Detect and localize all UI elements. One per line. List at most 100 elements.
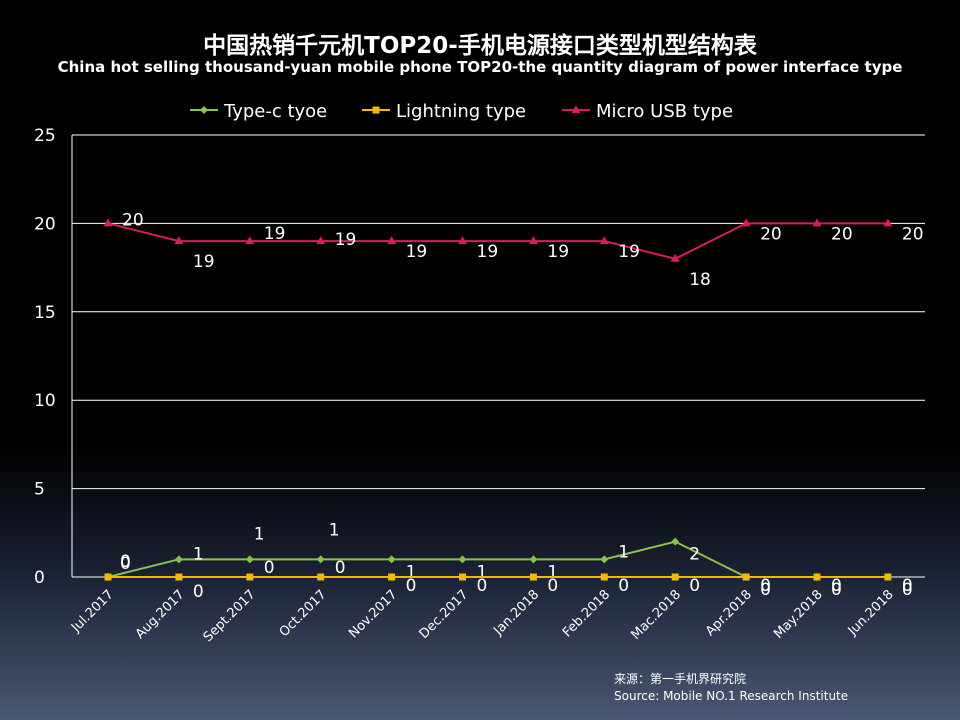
data-point <box>528 236 538 245</box>
x-tick-label: Nov.2017 <box>346 587 400 641</box>
data-point <box>600 573 608 581</box>
source-note: 来源：第一手机界研究院 Source: Mobile NO.1 Research… <box>614 671 848 705</box>
source-line-en: Source: Mobile NO.1 Research Institute <box>614 689 849 703</box>
data-label: 0 <box>547 576 558 596</box>
data-point <box>246 573 254 581</box>
legend-label: Micro USB type <box>596 101 733 122</box>
x-tick-label: Jan.2018 <box>490 587 542 639</box>
data-point <box>742 573 750 581</box>
data-label: 18 <box>689 270 711 290</box>
chart-title: 中国热销千元机TOP20-手机电源接口类型机型结构表 <box>203 33 757 59</box>
data-point <box>388 573 396 581</box>
data-label: 19 <box>335 230 357 250</box>
x-tick-label: Mac.2018 <box>628 587 684 643</box>
data-point <box>813 573 821 581</box>
data-label: 19 <box>477 242 499 262</box>
data-label: 0 <box>264 558 275 578</box>
data-point <box>884 573 892 581</box>
data-point <box>529 555 538 564</box>
data-label: 19 <box>193 252 215 272</box>
series-line <box>107 222 888 260</box>
data-label: 0 <box>406 576 417 596</box>
data-point <box>670 253 680 262</box>
x-tick-label: May.2018 <box>771 587 826 642</box>
data-point <box>600 555 609 564</box>
data-point <box>671 573 679 581</box>
data-point <box>317 573 325 581</box>
data-label: 0 <box>760 580 771 600</box>
data-label: 1 <box>477 562 488 582</box>
data-point <box>671 537 680 546</box>
data-label: 0 <box>831 576 842 596</box>
data-label: 20 <box>831 224 853 244</box>
data-point <box>245 236 255 245</box>
y-tick-label: 5 <box>34 480 45 500</box>
data-label: 0 <box>120 554 131 574</box>
x-tick-label: Jun.2018 <box>845 587 897 639</box>
y-tick-label: 15 <box>34 303 56 323</box>
data-label: 19 <box>547 242 569 262</box>
data-label: 1 <box>254 524 265 544</box>
data-label: 1 <box>618 542 629 562</box>
data-point <box>529 573 537 581</box>
data-label: 19 <box>618 242 640 262</box>
source-line-cn: 来源：第一手机界研究院 <box>614 672 747 686</box>
data-point <box>104 573 112 581</box>
data-label: 0 <box>831 580 842 600</box>
data-point <box>174 236 184 245</box>
data-label: 0 <box>193 582 204 602</box>
y-tick-label: 0 <box>34 568 45 588</box>
data-point <box>200 106 208 114</box>
legend-label: Type-c tyoe <box>223 101 327 122</box>
data-point <box>458 555 467 564</box>
x-tick-label: Jul.2017 <box>68 587 117 636</box>
data-label: 1 <box>329 520 340 540</box>
data-point <box>459 573 466 581</box>
data-point <box>812 218 822 227</box>
y-tick-label: 25 <box>34 126 56 146</box>
data-label: 20 <box>760 224 782 244</box>
y-tick-label: 20 <box>34 214 56 234</box>
data-label: 19 <box>406 242 428 262</box>
x-tick-label: Feb.2018 <box>560 587 613 640</box>
data-point <box>175 573 183 581</box>
data-point <box>883 218 893 227</box>
data-point <box>387 236 397 245</box>
data-point <box>103 218 113 227</box>
data-label: 1 <box>547 562 558 582</box>
data-label: 0 <box>760 576 771 596</box>
x-tick-label: Sept.2017 <box>201 587 259 645</box>
data-point <box>571 105 581 113</box>
data-label: 19 <box>264 224 286 244</box>
x-tick-label: Aug.2017 <box>133 587 188 642</box>
data-label: 0 <box>689 576 700 596</box>
data-label: 20 <box>122 210 144 230</box>
data-point <box>174 555 183 564</box>
data-point <box>316 236 326 245</box>
data-label: 0 <box>902 576 913 596</box>
data-point <box>458 236 467 245</box>
data-point <box>387 555 396 564</box>
data-label: 0 <box>477 576 488 596</box>
x-tick-label: Oct.2017 <box>277 587 330 640</box>
data-point <box>599 236 609 245</box>
data-point <box>316 555 325 564</box>
data-label: 1 <box>193 544 204 564</box>
series-line <box>107 540 888 578</box>
data-label: 20 <box>902 224 924 244</box>
data-point <box>741 218 751 227</box>
legend-label: Lightning type <box>396 101 526 122</box>
x-tick-label: Apr.2018 <box>703 587 755 639</box>
data-point <box>372 106 380 114</box>
data-point <box>245 555 254 564</box>
data-label: 0 <box>120 552 131 572</box>
data-label: 0 <box>335 558 346 578</box>
chart-subtitle: China hot selling thousand-yuan mobile p… <box>57 58 903 76</box>
data-label: 0 <box>902 580 913 600</box>
x-tick-label: Dec.2017 <box>417 587 472 642</box>
data-label: 0 <box>618 576 629 596</box>
y-tick-label: 10 <box>34 391 56 411</box>
data-label: 2 <box>689 545 700 565</box>
data-label: 1 <box>406 562 417 582</box>
